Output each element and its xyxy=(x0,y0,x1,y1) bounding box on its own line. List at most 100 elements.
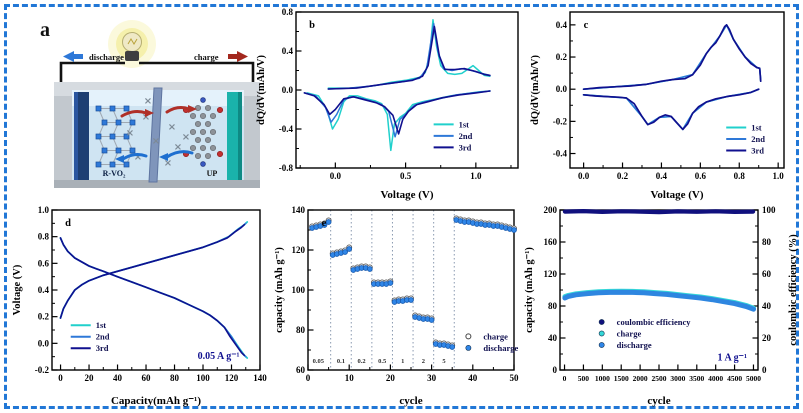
svg-text:120: 120 xyxy=(292,245,306,255)
svg-text:dQ/dV(mAh/V): dQ/dV(mAh/V) xyxy=(530,54,541,125)
light-bulb-icon xyxy=(108,20,156,68)
svg-text:1 A g⁻¹: 1 A g⁻¹ xyxy=(718,352,747,363)
svg-text:×: × xyxy=(164,158,172,169)
svg-text:×: × xyxy=(142,112,150,123)
svg-text:2nd: 2nd xyxy=(751,134,765,144)
discharge-arrow-icon xyxy=(63,51,83,62)
svg-text:0.4: 0.4 xyxy=(556,20,568,30)
svg-text:×: × xyxy=(144,96,152,107)
svg-text:Voltage (V): Voltage (V) xyxy=(650,189,703,201)
svg-text:cycle: cycle xyxy=(647,395,670,407)
svg-text:3rd: 3rd xyxy=(96,343,109,353)
svg-text:0.5: 0.5 xyxy=(378,358,387,365)
svg-text:dQ/dV(mAh/V): dQ/dV(mAh/V) xyxy=(256,54,267,125)
svg-text:80: 80 xyxy=(296,325,306,335)
svg-text:2000: 2000 xyxy=(633,374,648,383)
svg-text:×: × xyxy=(182,132,190,143)
svg-text:10: 10 xyxy=(345,373,355,383)
svg-text:0: 0 xyxy=(58,373,63,383)
right-electrode xyxy=(227,92,242,180)
svg-text:2500: 2500 xyxy=(652,374,667,383)
svg-text:2nd: 2nd xyxy=(459,131,473,141)
svg-text:0.0: 0.0 xyxy=(282,85,294,95)
svg-text:4000: 4000 xyxy=(708,374,723,383)
svg-text:-0.4: -0.4 xyxy=(279,124,294,134)
svg-text:3000: 3000 xyxy=(670,374,685,383)
svg-text:0.8: 0.8 xyxy=(282,7,294,17)
svg-text:100: 100 xyxy=(762,205,776,215)
svg-text:140: 140 xyxy=(253,373,267,383)
svg-text:0.2: 0.2 xyxy=(556,52,568,62)
svg-text:0.2: 0.2 xyxy=(617,171,629,181)
svg-text:0.05: 0.05 xyxy=(313,358,325,365)
chart-d-voltage-vs-capacity: 0 20 40 60 80 100 120 140 1.0 0.8 0.6 0.4 0.2 0.0 -0.2… xyxy=(10,202,274,408)
svg-text:4500: 4500 xyxy=(727,374,742,383)
svg-text:0.05 A g⁻¹: 0.05 A g⁻¹ xyxy=(198,351,240,362)
svg-text:160: 160 xyxy=(544,237,558,247)
left-electrode-label: R-VO₂ xyxy=(103,169,126,178)
svg-text:200: 200 xyxy=(544,205,558,215)
svg-text:20: 20 xyxy=(762,333,772,343)
svg-text:cycle: cycle xyxy=(399,395,422,407)
svg-text:80: 80 xyxy=(170,373,180,383)
svg-text:charge: charge xyxy=(483,331,508,341)
svg-text:1st: 1st xyxy=(751,122,762,132)
svg-text:0.1: 0.1 xyxy=(337,358,345,365)
separator xyxy=(148,87,163,183)
svg-text:Voltage (V): Voltage (V) xyxy=(380,189,433,201)
svg-text:×: × xyxy=(174,142,182,153)
svg-text:capacity (mAh g⁻¹): capacity (mAh g⁻¹) xyxy=(274,247,285,333)
svg-text:b: b xyxy=(309,20,315,31)
svg-text:140: 140 xyxy=(292,205,306,215)
svg-text:120: 120 xyxy=(544,269,558,279)
svg-text:discharge: discharge xyxy=(617,340,652,350)
svg-text:0.2: 0.2 xyxy=(357,358,365,365)
svg-text:discharge: discharge xyxy=(483,343,518,353)
svg-text:1.0: 1.0 xyxy=(470,171,482,181)
svg-text:80: 80 xyxy=(548,301,558,311)
svg-text:-0.2: -0.2 xyxy=(553,116,568,126)
svg-text:0.6: 0.6 xyxy=(695,171,707,181)
svg-text:0.0: 0.0 xyxy=(330,171,342,181)
svg-text:100: 100 xyxy=(292,285,306,295)
svg-text:Voltage (V): Voltage (V) xyxy=(12,264,23,315)
svg-text:30: 30 xyxy=(427,373,437,383)
svg-text:3500: 3500 xyxy=(689,374,704,383)
svg-text:0.4: 0.4 xyxy=(282,46,294,56)
svg-text:0.2: 0.2 xyxy=(38,312,50,322)
svg-text:0.0: 0.0 xyxy=(38,338,50,348)
svg-text:coulombic efficiency (%): coulombic efficiency (%) xyxy=(788,234,799,346)
svg-text:3rd: 3rd xyxy=(459,142,472,152)
svg-text:×: × xyxy=(168,122,176,133)
svg-text:60: 60 xyxy=(142,373,152,383)
chart-c-dqdv-vs-voltage: 0.0 0.2 0.4 0.6 0.8 1.0 0.4 0.2 0.0 -0.2 -0.4 Volta… xyxy=(528,4,798,202)
svg-text:0: 0 xyxy=(563,374,567,383)
svg-text:40: 40 xyxy=(762,301,772,311)
svg-text:0.0: 0.0 xyxy=(578,171,590,181)
svg-text:0.4: 0.4 xyxy=(38,285,50,295)
svg-text:0: 0 xyxy=(553,365,558,375)
svg-text:×: × xyxy=(134,152,142,163)
svg-text:5000: 5000 xyxy=(746,374,761,383)
svg-text:1.0: 1.0 xyxy=(38,205,50,215)
svg-text:capacity (mAh g⁻¹): capacity (mAh g⁻¹) xyxy=(524,247,535,333)
svg-text:e: e xyxy=(322,218,327,229)
svg-text:×: × xyxy=(126,128,134,139)
svg-text:60: 60 xyxy=(296,365,306,375)
svg-text:1.0: 1.0 xyxy=(773,171,785,181)
svg-text:0.8: 0.8 xyxy=(734,171,746,181)
svg-text:×: × xyxy=(152,136,160,147)
svg-text:1500: 1500 xyxy=(614,374,629,383)
svg-text:d: d xyxy=(65,218,71,229)
battery-cell: ××××××××× xyxy=(54,82,260,188)
svg-text:Capacity(mAh g⁻¹): Capacity(mAh g⁻¹) xyxy=(111,395,201,407)
charge-label: charge xyxy=(194,52,219,62)
right-electrode-label: UP xyxy=(207,169,218,178)
chart-f-cycling-stability: 0 500 1000 1500 2000 2500 3000 3500 4000 4500 5000… xyxy=(522,202,800,408)
svg-text:100: 100 xyxy=(196,373,210,383)
svg-text:20: 20 xyxy=(386,373,396,383)
svg-text:0.6: 0.6 xyxy=(38,258,50,268)
svg-text:0.5: 0.5 xyxy=(400,171,412,181)
svg-text:-0.4: -0.4 xyxy=(553,149,568,159)
